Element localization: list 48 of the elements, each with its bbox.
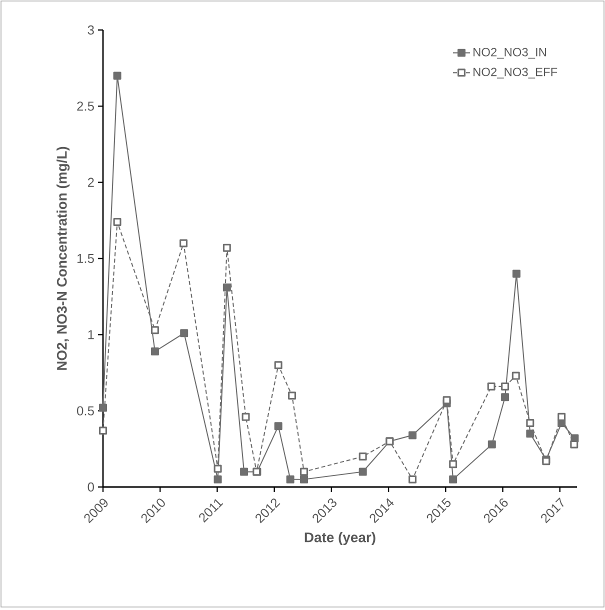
point [288, 392, 296, 400]
point [570, 440, 578, 448]
point [512, 270, 520, 278]
point [222, 244, 231, 252]
point [358, 452, 367, 461]
x-axis-title: Date (year) [304, 532, 376, 546]
point [300, 475, 308, 484]
point [501, 382, 510, 390]
y-tick-label: 1 [88, 330, 94, 340]
point [526, 419, 534, 428]
y-tick-label: 1.5 [77, 254, 94, 264]
point [150, 326, 159, 334]
point [150, 347, 159, 356]
point [408, 475, 417, 484]
point [99, 426, 107, 435]
point [113, 72, 122, 80]
point [358, 468, 367, 476]
point [487, 382, 496, 390]
y-tick-label: 0 [88, 482, 94, 492]
point [214, 475, 222, 484]
point [180, 239, 188, 248]
point [99, 404, 107, 412]
point [222, 283, 231, 292]
legend-label: NO2_NO3_IN [474, 48, 546, 59]
y-tick-label: 2.5 [77, 102, 94, 111]
point [442, 396, 451, 404]
point [449, 460, 458, 468]
point [242, 412, 250, 421]
point [558, 412, 566, 421]
point [214, 464, 222, 473]
point [526, 430, 534, 438]
point [274, 422, 282, 430]
point [286, 475, 294, 484]
point [512, 372, 520, 380]
point [488, 440, 496, 448]
point [449, 475, 458, 484]
point [274, 361, 282, 370]
point [180, 329, 188, 338]
legend-label: NO2_NO3_EFF [474, 68, 558, 78]
point [408, 431, 417, 440]
point [501, 393, 510, 402]
point [113, 218, 122, 226]
y-tick-label: 0.5 [76, 406, 94, 416]
point [300, 468, 308, 476]
y-axis-title: NO2, NO3-N Concentration (mg/L) [56, 146, 70, 370]
y-tick-label: 3 [88, 25, 94, 35]
point [240, 468, 248, 476]
y-tick-label: 2 [88, 178, 94, 187]
